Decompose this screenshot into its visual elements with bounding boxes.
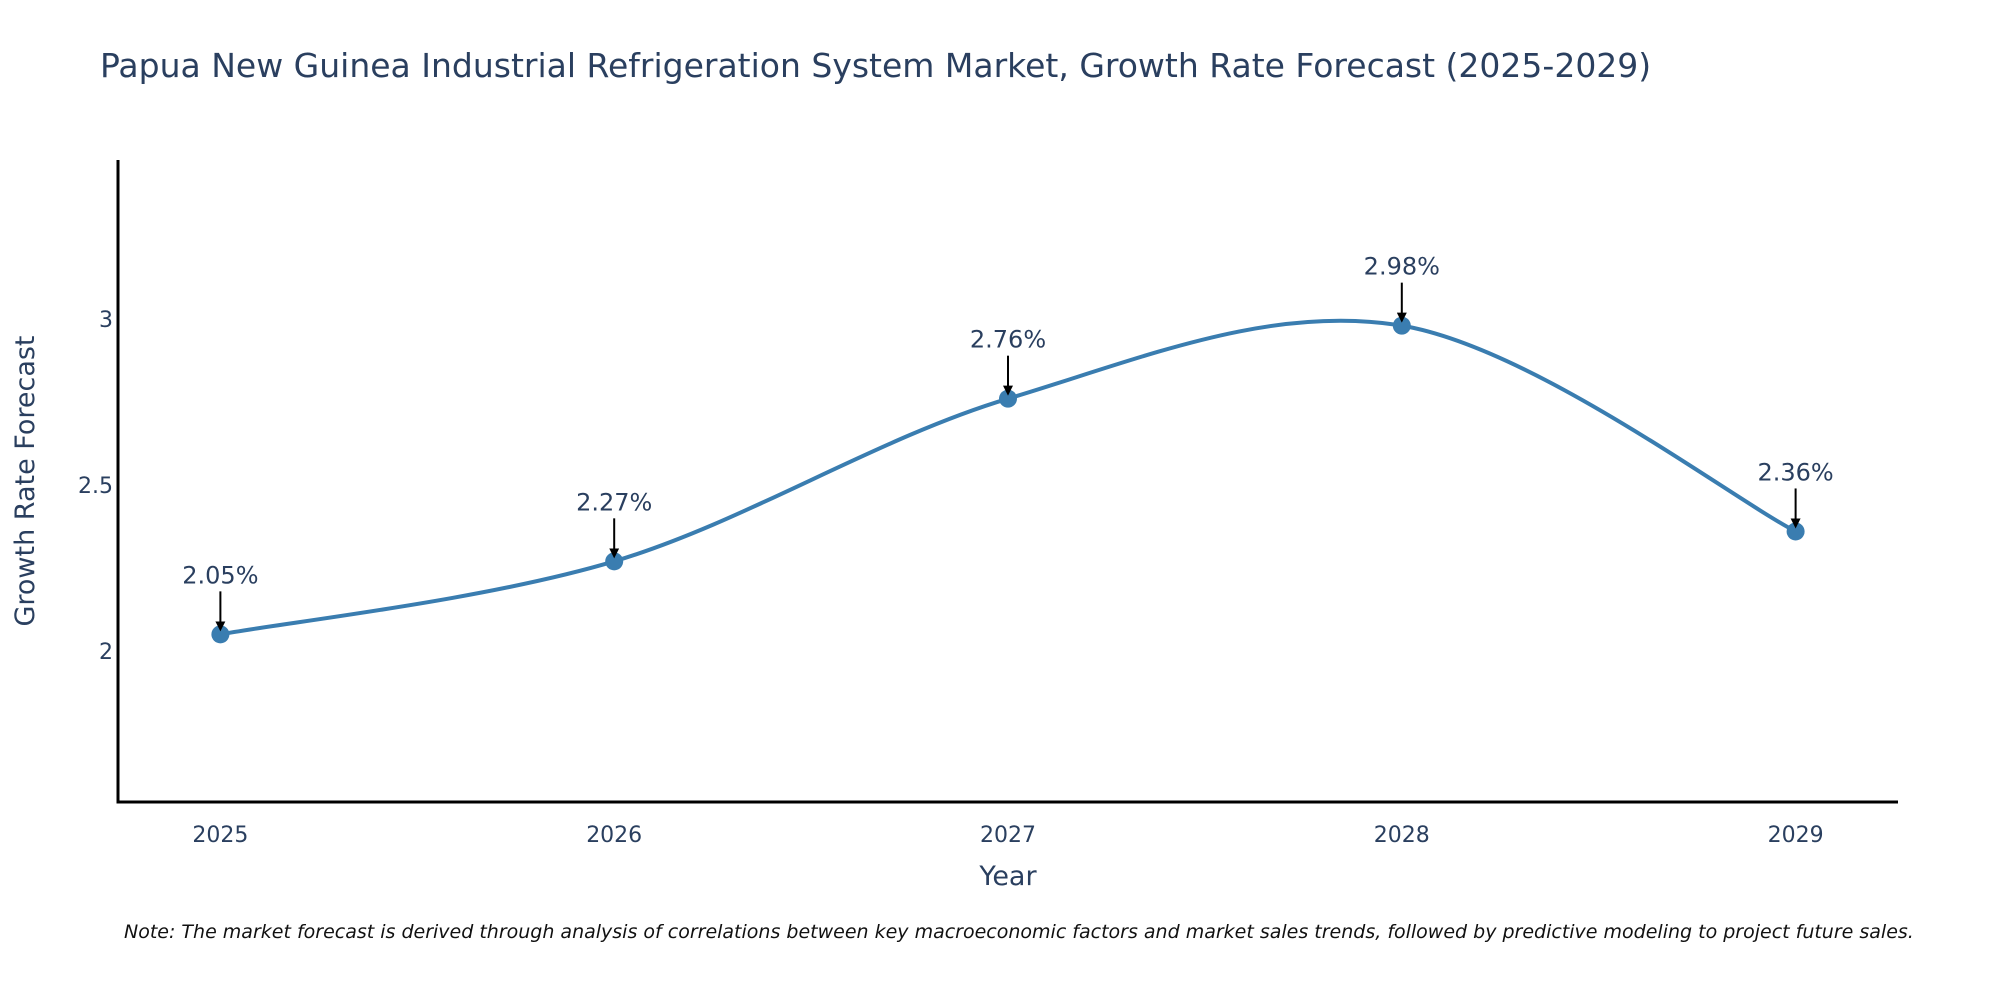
data-point	[1786, 522, 1805, 541]
data-point	[999, 389, 1017, 408]
data-label: 2.36%	[1757, 458, 1833, 486]
y-tick-label: 2.5	[78, 474, 113, 499]
x-tick-label: 2025	[192, 823, 248, 848]
y-axis-title: Growth Rate Forecast	[10, 335, 41, 626]
chart-title: Papua New Guinea Industrial Refrigeratio…	[100, 46, 1652, 85]
y-tick-label: 2	[99, 640, 113, 665]
data-point	[211, 625, 230, 644]
x-tick-label: 2026	[586, 823, 642, 848]
x-tick-label: 2028	[1374, 823, 1430, 848]
y-tick-label: 3	[99, 308, 113, 333]
data-label: 2.98%	[1364, 253, 1440, 281]
data-annotations: 2.05% 2.27% 2.76% 2.98% 2.36%	[182, 253, 1834, 632]
data-label: 2.76%	[970, 326, 1046, 354]
chart-note: Note: The market forecast is derived thr…	[124, 921, 1914, 943]
x-tick-label: 2027	[980, 823, 1036, 848]
data-point	[1392, 316, 1411, 335]
data-label: 2.27%	[576, 488, 652, 516]
x-axis-title: Year	[978, 861, 1037, 892]
x-axis-ticks: 2025 2026 2027 2028 2029	[192, 823, 1823, 848]
data-point	[605, 552, 624, 571]
x-tick-label: 2029	[1768, 823, 1824, 848]
data-label: 2.05%	[182, 561, 258, 589]
y-axis-ticks: 22.53	[78, 308, 113, 665]
